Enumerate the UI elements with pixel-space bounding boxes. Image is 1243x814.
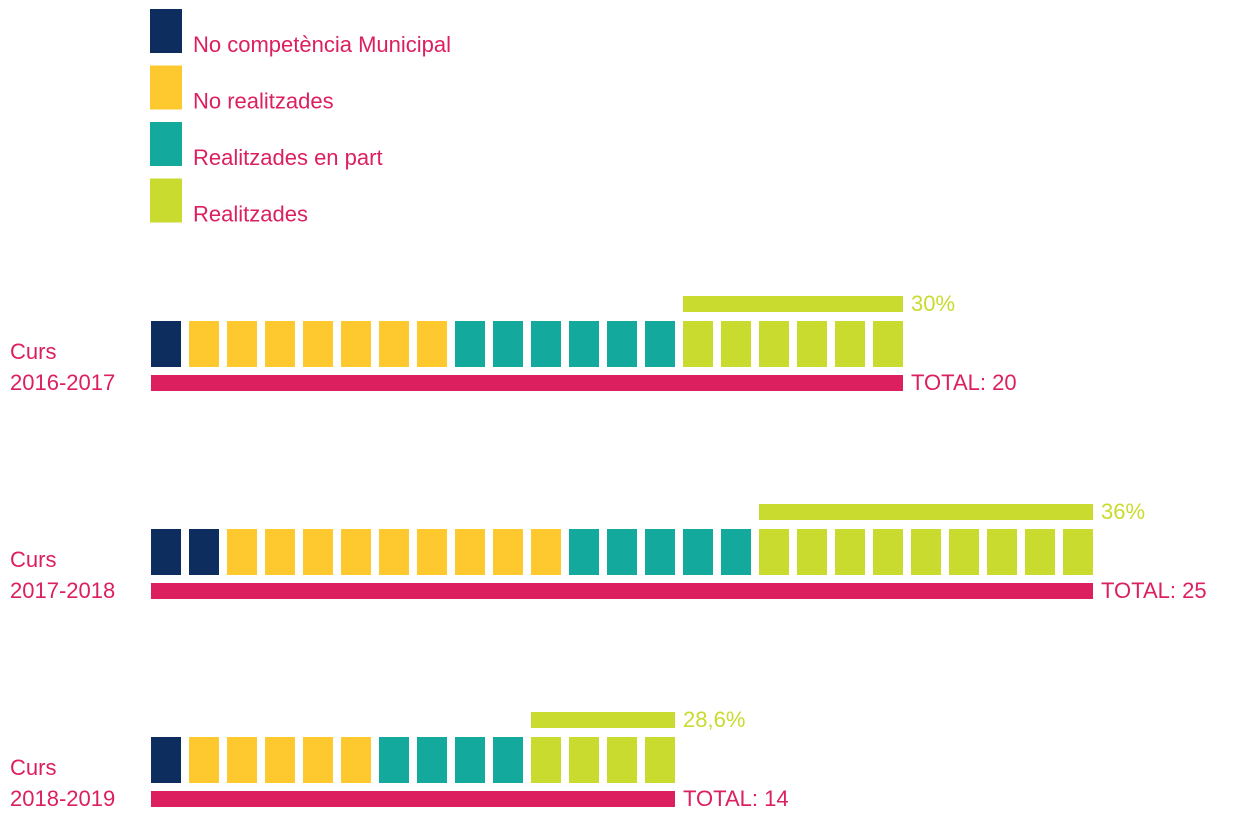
unit-square — [303, 529, 333, 575]
unit-square — [493, 321, 523, 367]
unit-square — [645, 737, 675, 783]
unit-square — [455, 737, 485, 783]
unit-square — [607, 321, 637, 367]
unit-square — [303, 737, 333, 783]
unit-square — [189, 529, 219, 575]
unit-square — [531, 529, 561, 575]
unit-square — [227, 321, 257, 367]
unit-square — [417, 737, 447, 783]
percent-label: 36% — [1101, 499, 1145, 524]
unit-square — [949, 529, 979, 575]
unit-square — [759, 529, 789, 575]
row-label: Curs — [10, 547, 56, 572]
total-bar — [151, 583, 1093, 599]
unit-square — [417, 321, 447, 367]
row-label: 2018-2019 — [10, 786, 115, 811]
unit-square — [683, 321, 713, 367]
legend-label: No realitzades — [193, 88, 334, 113]
total-bar — [151, 791, 675, 807]
total-label: TOTAL: 25 — [1101, 578, 1207, 603]
legend-label: Realitzades en part — [193, 145, 383, 170]
legend-swatch — [150, 178, 182, 223]
unit-square — [759, 321, 789, 367]
row-label: 2017-2018 — [10, 578, 115, 603]
unit-square — [189, 737, 219, 783]
unit-square — [493, 529, 523, 575]
unit-square — [189, 321, 219, 367]
unit-square — [721, 529, 751, 575]
unit-square — [265, 529, 295, 575]
unit-square — [265, 321, 295, 367]
row-label: 2016-2017 — [10, 370, 115, 395]
unit-square — [379, 737, 409, 783]
total-label: TOTAL: 14 — [683, 786, 789, 811]
unit-square — [341, 737, 371, 783]
unit-square — [721, 321, 751, 367]
percent-bar — [759, 504, 1093, 520]
unit-square — [455, 529, 485, 575]
legend-label: No competència Municipal — [193, 32, 451, 57]
unit-square — [607, 529, 637, 575]
unit-square — [873, 321, 903, 367]
unit-square — [227, 529, 257, 575]
unit-square — [151, 321, 181, 367]
unit-square — [987, 529, 1017, 575]
percent-bar — [683, 296, 903, 312]
unit-square — [569, 529, 599, 575]
legend-swatch — [150, 65, 182, 110]
unit-square — [531, 321, 561, 367]
row-label: Curs — [10, 339, 56, 364]
unit-square — [569, 321, 599, 367]
percent-label: 30% — [911, 291, 955, 316]
unit-square — [151, 529, 181, 575]
unit-square — [873, 529, 903, 575]
unit-square — [645, 321, 675, 367]
unit-square — [607, 737, 637, 783]
unit-square — [379, 529, 409, 575]
unit-square — [341, 321, 371, 367]
unit-square — [1063, 529, 1093, 575]
unit-square — [341, 529, 371, 575]
total-label: TOTAL: 20 — [911, 370, 1017, 395]
unit-square — [455, 321, 485, 367]
unit-square — [645, 529, 675, 575]
unit-square — [569, 737, 599, 783]
unit-square — [417, 529, 447, 575]
unit-square — [797, 529, 827, 575]
unit-square — [265, 737, 295, 783]
legend-swatch — [150, 9, 182, 53]
unit-square — [911, 529, 941, 575]
legend-swatch — [150, 122, 182, 166]
unit-square — [303, 321, 333, 367]
row-label: Curs — [10, 755, 56, 780]
unit-square — [835, 321, 865, 367]
percent-bar — [531, 712, 675, 728]
legend-label: Realitzades — [193, 201, 308, 226]
unit-square — [1025, 529, 1055, 575]
unit-square — [227, 737, 257, 783]
unit-square — [493, 737, 523, 783]
unit-square — [683, 529, 713, 575]
unit-square — [797, 321, 827, 367]
unit-square — [379, 321, 409, 367]
percent-label: 28,6% — [683, 707, 745, 732]
unit-square — [151, 737, 181, 783]
unit-square — [531, 737, 561, 783]
unit-square — [835, 529, 865, 575]
total-bar — [151, 375, 903, 391]
